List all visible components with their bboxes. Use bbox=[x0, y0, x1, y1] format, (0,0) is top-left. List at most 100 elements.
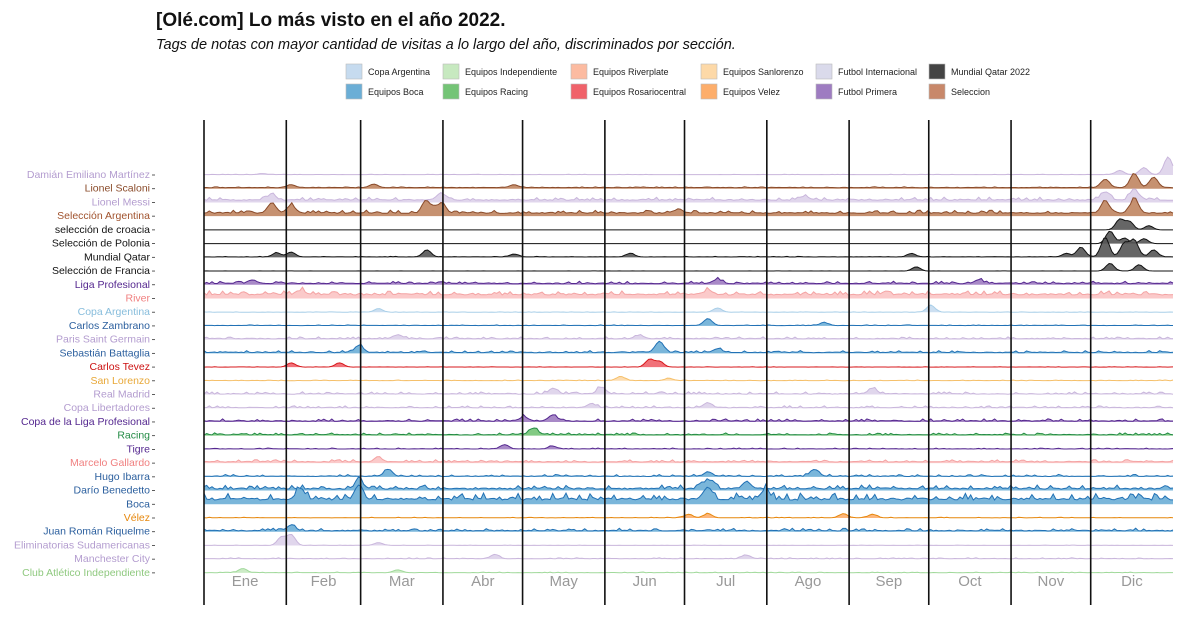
series-area bbox=[204, 513, 1173, 518]
series-san-lorenzo bbox=[203, 375, 1174, 382]
legend-label: Equipos Velez bbox=[723, 87, 781, 97]
y-tick-label: Eliminatorias Sudamericanas bbox=[14, 539, 150, 551]
series-layer bbox=[203, 156, 1174, 574]
series-area bbox=[204, 305, 1173, 313]
series-juan-roman-riquelme bbox=[203, 524, 1174, 532]
legend-swatch bbox=[928, 83, 946, 100]
series-area bbox=[204, 568, 1173, 573]
y-tick-label: Copa Argentina bbox=[78, 306, 151, 318]
series-club-atletico-independiente bbox=[203, 568, 1173, 574]
legend-swatch bbox=[700, 83, 718, 100]
series-area bbox=[204, 534, 1173, 546]
series-line bbox=[204, 468, 1174, 478]
legend-swatch bbox=[345, 83, 363, 100]
series-paris-saint-germain bbox=[203, 333, 1174, 340]
series-real-madrid bbox=[203, 386, 1174, 395]
series-line bbox=[203, 262, 1173, 272]
y-tick-label: Darío Benedetto bbox=[74, 485, 151, 497]
legend-label: Seleccion bbox=[951, 87, 990, 97]
y-tick-label: Racing bbox=[117, 430, 150, 442]
series-carlos-zambrano bbox=[204, 318, 1173, 327]
y-axis-labels: Damián Emiliano Martínez Lionel ScaloniLi… bbox=[14, 169, 155, 579]
series-line bbox=[203, 188, 1174, 201]
legend-swatch bbox=[928, 63, 946, 80]
series-line bbox=[204, 533, 1174, 546]
series-area bbox=[204, 287, 1173, 299]
y-tick-label: Carlos Zambrano bbox=[69, 320, 150, 332]
series-velez bbox=[203, 512, 1174, 519]
series-tigre bbox=[203, 444, 1174, 450]
y-tick-label: Selección de Polonia bbox=[52, 238, 150, 250]
series-area bbox=[204, 218, 1173, 230]
legend-label: Equipos Independiente bbox=[465, 67, 557, 77]
series-line bbox=[203, 524, 1174, 532]
y-tick-label: San Lorenzo bbox=[90, 375, 150, 387]
series-line bbox=[203, 333, 1174, 340]
legend-label: Equipos Racing bbox=[465, 87, 528, 97]
y-tick-label: Manchester City bbox=[74, 553, 151, 565]
series-carlos-tevez bbox=[203, 358, 1174, 368]
series-line bbox=[203, 286, 1174, 296]
series-copa-de-la-liga-profesional bbox=[203, 413, 1173, 422]
series-liga-profesional bbox=[203, 276, 1174, 285]
series-area bbox=[204, 334, 1173, 340]
legend-label: Mundial Qatar 2022 bbox=[951, 67, 1030, 77]
series-area bbox=[204, 484, 1173, 505]
series-area bbox=[204, 238, 1173, 258]
x-tick-label: Feb bbox=[311, 573, 337, 590]
series-line bbox=[204, 318, 1173, 327]
x-tick-label: Jun bbox=[633, 573, 657, 590]
y-tick-label: Real Madrid bbox=[93, 389, 150, 401]
series-sebastian-battaglia bbox=[203, 340, 1174, 354]
series-manchester-city bbox=[203, 553, 1174, 560]
series-area bbox=[204, 359, 1173, 368]
series-dario-benedetto bbox=[203, 476, 1174, 491]
series-area bbox=[204, 231, 1173, 244]
y-tick-label: Paris Saint Germain bbox=[56, 334, 150, 346]
series-line bbox=[203, 375, 1174, 382]
x-tick-label: Mar bbox=[389, 573, 415, 590]
legend-swatch bbox=[700, 63, 718, 80]
series-line bbox=[204, 230, 1173, 245]
series-damian-emiliano-martinez bbox=[204, 156, 1174, 176]
series-area bbox=[204, 263, 1173, 272]
series-copa-libertadores bbox=[203, 401, 1174, 409]
series-mundial-qatar bbox=[204, 237, 1174, 258]
series-line bbox=[203, 413, 1173, 422]
legend-label: Equipos Sanlorenzo bbox=[723, 67, 804, 77]
y-tick-label: Tigre bbox=[126, 443, 150, 455]
series-river bbox=[203, 286, 1174, 299]
y-tick-label: Damián Emiliano Martínez bbox=[27, 169, 150, 181]
y-tick-label: Mundial Qatar bbox=[84, 251, 150, 263]
y-tick-label: Sebastián Battaglia bbox=[60, 347, 151, 359]
series-area bbox=[204, 173, 1173, 189]
series-line bbox=[203, 568, 1173, 574]
series-line bbox=[203, 340, 1174, 354]
series-line bbox=[204, 156, 1174, 176]
x-tick-label: Jul bbox=[716, 573, 735, 590]
series-area bbox=[204, 414, 1173, 422]
series-area bbox=[204, 157, 1173, 175]
x-tick-label: Dic bbox=[1121, 573, 1143, 590]
y-tick-label: Vélez bbox=[124, 512, 150, 524]
legend: Copa Argentina Equipos Boca Equipos Indepe… bbox=[345, 63, 1030, 100]
y-tick-label: Selección de Francia bbox=[52, 265, 150, 277]
series-area bbox=[204, 197, 1173, 217]
series-marcelo-gallardo bbox=[203, 456, 1174, 464]
series-line bbox=[203, 304, 1174, 313]
legend-label: Copa Argentina bbox=[368, 67, 430, 77]
series-seleccion-de-polonia bbox=[204, 230, 1173, 245]
y-tick-label: Hugo Ibarra bbox=[95, 471, 151, 483]
y-tick-label: Copa Libertadores bbox=[64, 402, 150, 414]
series-line bbox=[203, 276, 1174, 285]
series-area bbox=[204, 188, 1173, 203]
series-line bbox=[203, 401, 1174, 409]
legend-swatch bbox=[570, 63, 588, 80]
series-line bbox=[203, 358, 1174, 368]
series-eliminatorias-sudamericanas bbox=[204, 533, 1174, 546]
y-tick-label: Lionel Messi bbox=[92, 196, 150, 208]
y-tick-label: Lionel Scaloni bbox=[85, 183, 150, 195]
x-tick-label: Ago bbox=[795, 573, 822, 590]
x-tick-label: Nov bbox=[1038, 573, 1065, 590]
